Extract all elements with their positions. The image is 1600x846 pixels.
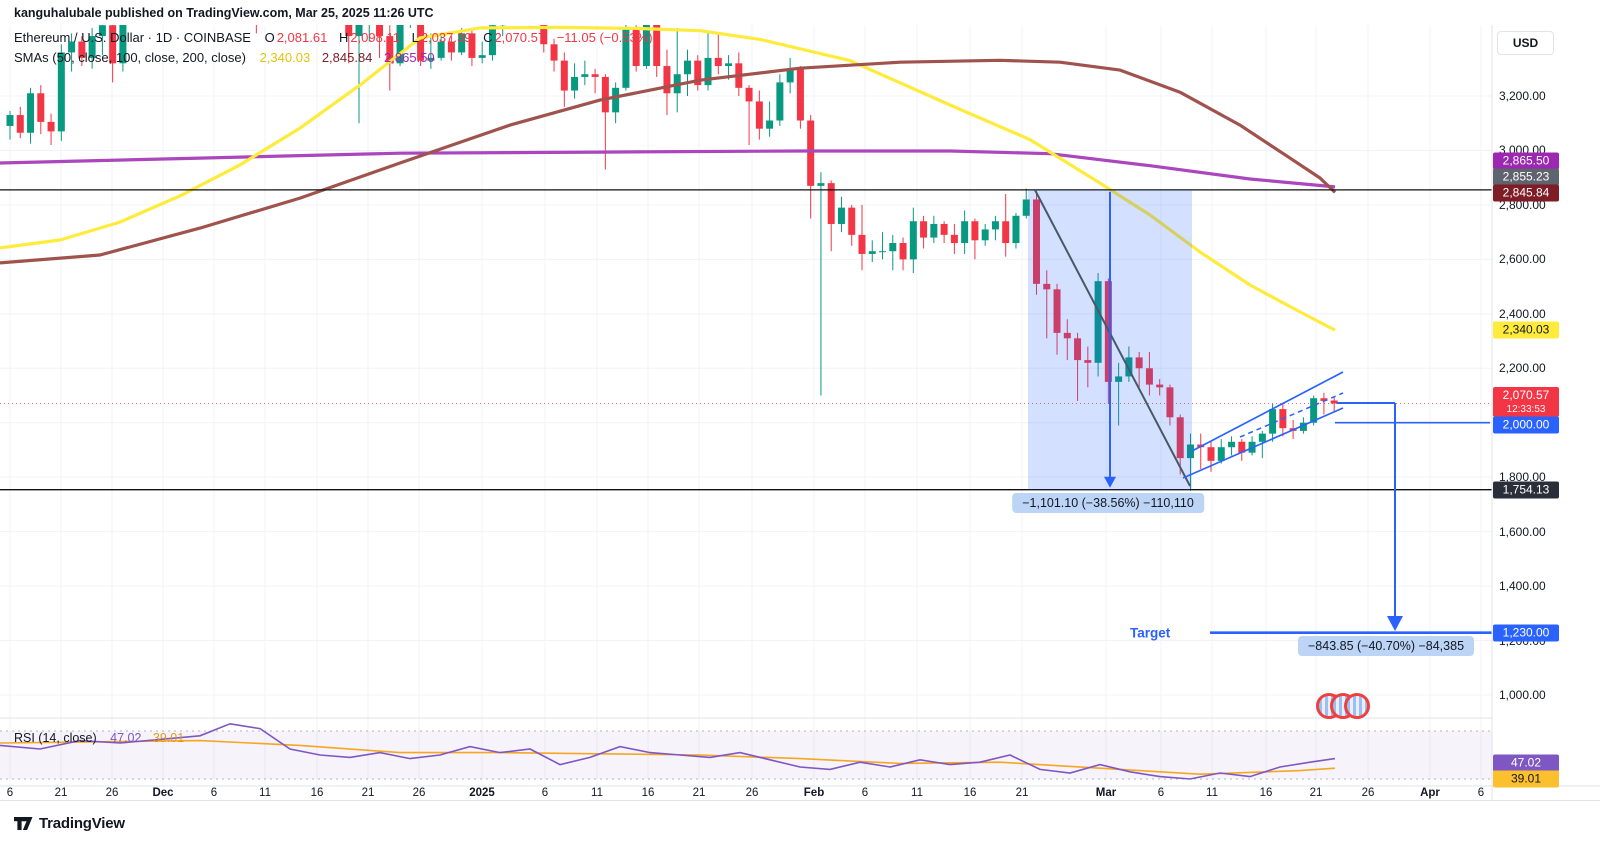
time-tick: 2025 [469, 787, 495, 799]
time-tick: 21 [361, 787, 375, 799]
price-tag: 2,000.00 [1493, 416, 1559, 434]
high-label: H [338, 30, 349, 45]
price-tag: 1,754.13 [1493, 481, 1559, 499]
sma200-value: 2,865.50 [384, 50, 435, 65]
time-tick: 6 [541, 787, 549, 799]
price-tick: 2,400.00 [1499, 306, 1546, 321]
close-label: C [483, 30, 493, 45]
target-range-label: −843.85 (−40.70%) −84,385 [1297, 636, 1475, 656]
price-tag: 2,340.03 [1493, 321, 1559, 339]
price-tag: 47.02 [1493, 754, 1559, 772]
time-axis[interactable]: 6 21 26 Dec 6 11 16 21 26 2025 6 11 16 21 26 Feb 6 11 16 21… [0, 786, 1492, 802]
time-tick: 16 [641, 787, 655, 799]
sma-label: SMAs (50, close, 100, close, 200, close) [14, 50, 246, 65]
price-tick: 2,600.00 [1499, 252, 1546, 267]
change-value: −11.05 (−0.53%) [556, 30, 653, 45]
target-text: Target [1130, 625, 1171, 641]
rsi-label: RSI (14, close) [14, 731, 97, 745]
time-tick: 21 [54, 787, 68, 799]
price-tag: 2,865.50 [1493, 152, 1559, 170]
price-tick: 1,800.00 [1499, 470, 1546, 485]
time-tick: Apr [1420, 787, 1440, 799]
time-tick: 21 [1309, 787, 1323, 799]
open-label: O [264, 30, 275, 45]
time-tick: 26 [745, 787, 759, 799]
time-tick: Dec [152, 787, 174, 799]
publish-header-text: kanguhalubale published on TradingView.c… [14, 6, 434, 20]
tradingview-logo-icon [14, 817, 33, 830]
low-label: L [411, 30, 419, 45]
time-tick: 21 [1015, 787, 1029, 799]
measure-range-label: −1,101.10 (−38.56%) −110,110 [1012, 493, 1204, 513]
rsi-ma-value: 39.01 [152, 731, 185, 745]
time-tick: 26 [1361, 787, 1375, 799]
tradingview-wordmark: TradingView [39, 815, 125, 832]
time-tick: 11 [911, 787, 923, 799]
time-tick: 11 [1206, 787, 1218, 799]
price-tag: 39.01 [1493, 770, 1559, 788]
price-tag: 2,855.23 [1493, 168, 1559, 186]
time-tick: 26 [412, 787, 426, 799]
price-axis[interactable]: 3,200.00 3,000.00 2,800.00 2,600.00 2,400.00… [1492, 25, 1600, 800]
price-tick: 3,200.00 [1499, 89, 1546, 103]
price-tag: 2,070.57 12:33:53 [1493, 387, 1559, 417]
time-tick: 6 [1477, 787, 1485, 799]
symbol-legend[interactable]: Ethereum / U.S. Dollar · 1D · COINBASE O… [14, 30, 661, 45]
low-value: 2,037.39 [420, 30, 472, 45]
time-tick: Mar [1095, 787, 1117, 799]
price-tick: 1,400.00 [1499, 579, 1546, 594]
currency-unit-button[interactable]: USD [1497, 31, 1554, 55]
time-tick: 16 [310, 787, 324, 799]
symbol-title: Ethereum / U.S. Dollar · 1D · COINBASE [14, 30, 251, 45]
time-tick: 6 [210, 787, 218, 799]
price-tag: 1,230.00 [1493, 624, 1559, 642]
rsi-legend[interactable]: RSI (14, close) 47.02 39.01 [14, 731, 192, 745]
watermark-stickers [1316, 693, 1370, 719]
time-tick: 6 [1157, 787, 1165, 799]
price-tick: 1,000.00 [1499, 687, 1546, 702]
open-value: 2,081.61 [276, 30, 328, 45]
time-tick: 26 [105, 787, 119, 799]
sma100-value: 2,845.84 [321, 50, 373, 65]
tradingview-logo[interactable]: TradingView [14, 814, 125, 833]
rsi-value: 47.02 [110, 731, 142, 745]
time-tick: Feb [803, 787, 825, 799]
time-tick: 11 [591, 787, 603, 799]
sma50-value: 2,340.03 [259, 50, 311, 65]
time-tick: 16 [1259, 787, 1273, 799]
price-tick: 2,200.00 [1499, 361, 1546, 376]
close-value: 2,070.57 [494, 30, 546, 45]
price-tick: 1,600.00 [1499, 524, 1546, 539]
time-tick: 11 [259, 787, 271, 799]
time-tick: 16 [963, 787, 977, 799]
time-tick: 6 [6, 787, 14, 799]
bottom-toolbar: TradingView [0, 800, 1600, 846]
time-tick: 21 [692, 787, 706, 799]
high-value: 2,098.11 [350, 30, 400, 45]
globe-sticker-icon [1344, 693, 1370, 719]
sma-legend[interactable]: SMAs (50, close, 100, close, 200, close)… [14, 50, 443, 65]
price-tag: 2,845.84 [1493, 184, 1559, 202]
time-tick: 6 [861, 787, 869, 799]
